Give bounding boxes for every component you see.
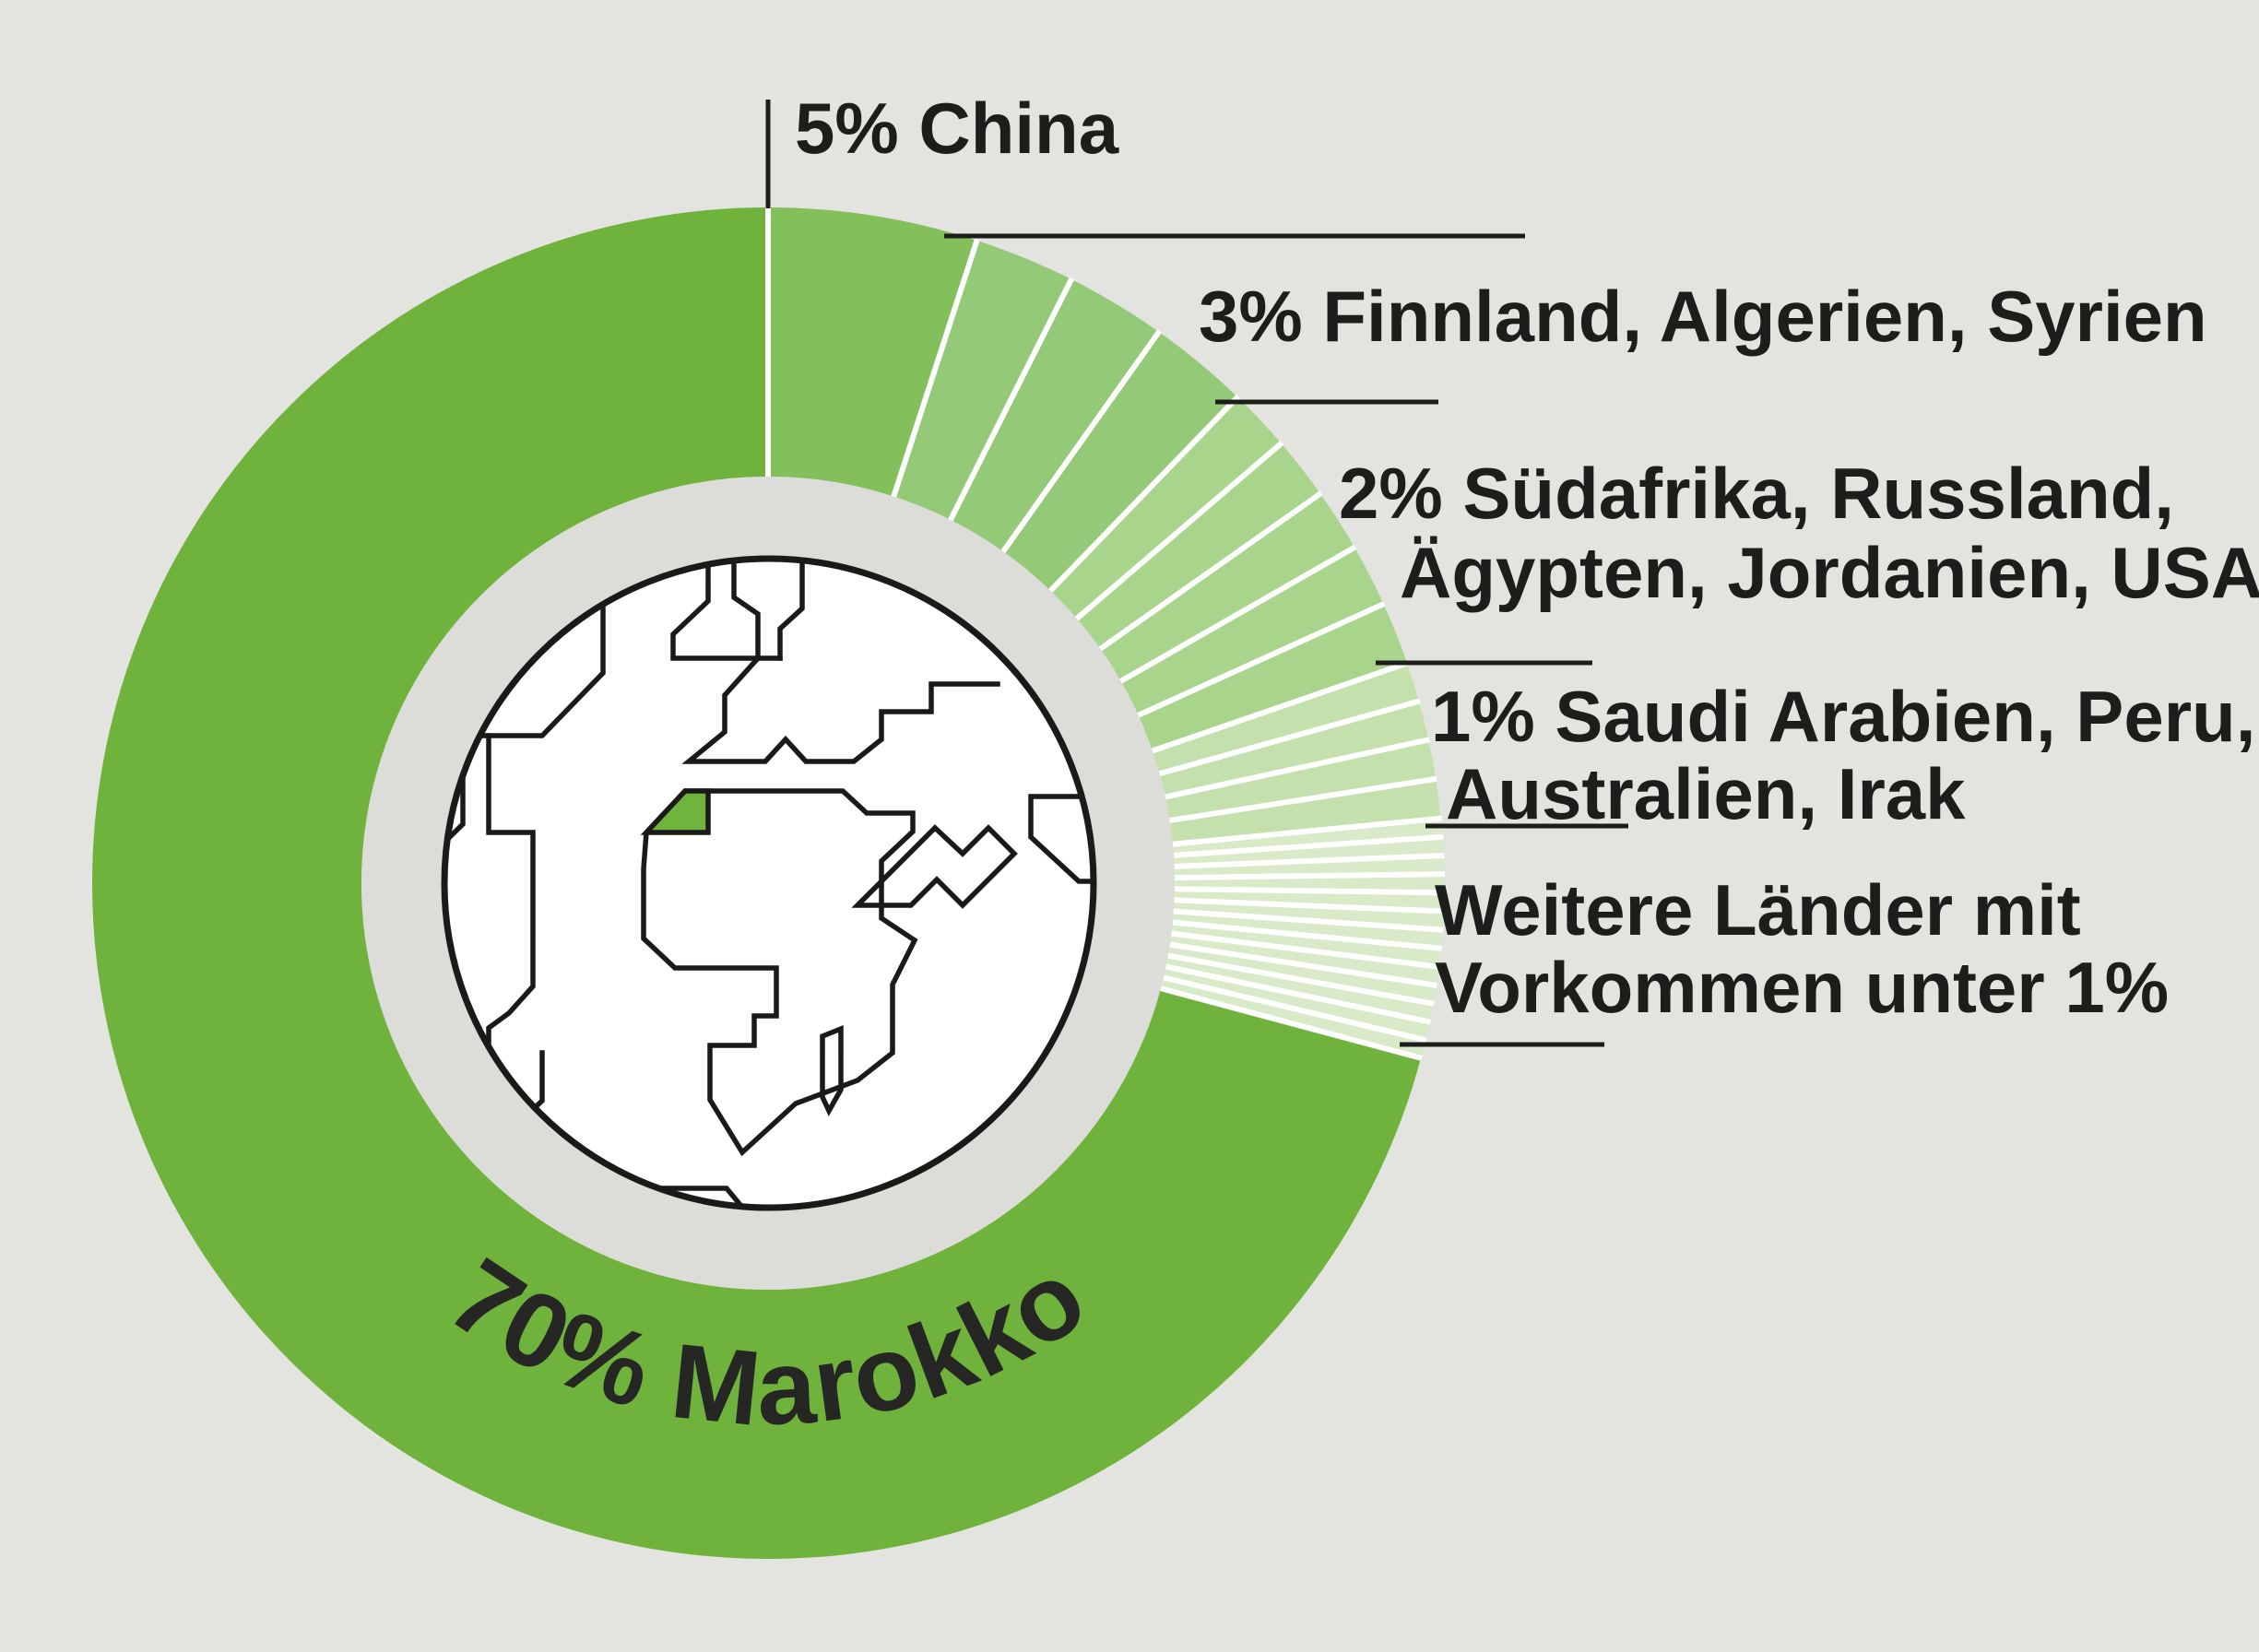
slice-usa <box>1138 604 1408 751</box>
label-1pct-line1: 1% Saudi Arabien, Peru, <box>1431 676 2255 757</box>
slice-algerien <box>950 278 1159 552</box>
slice-marokko <box>91 207 1422 1560</box>
slice-china <box>768 207 977 497</box>
slice-weitere-länder-mit-vorkommen-unter-1%-12 <box>1163 966 1430 1041</box>
slice-divider <box>1164 963 1431 1025</box>
land-asia-fragment <box>1028 794 1094 884</box>
land-arabia-arrow <box>851 824 1018 909</box>
slice-irak <box>1169 778 1441 844</box>
land-baltic-notch <box>731 559 761 661</box>
label-others-line1: Weitere Länder mit <box>1435 869 2081 950</box>
label-2pct-line2: Ägypten, Jordanien, USA <box>1400 532 2259 613</box>
slice-divider <box>1171 908 1444 933</box>
slice-divider <box>1158 985 1423 1061</box>
slice-weitere-länder-mit-vorkommen-unter-1%-2 <box>1173 836 1444 867</box>
slice-divider <box>1047 394 1241 595</box>
slice-weitere-länder-mit-vorkommen-unter-1%-11 <box>1165 955 1434 1022</box>
slice-divider <box>1163 737 1430 800</box>
slice-finnland <box>893 240 1071 520</box>
land-americas <box>444 733 536 1152</box>
morocco-highlight <box>640 788 711 835</box>
label-2pct-line1: 2% Südafrika, Russland, <box>1339 453 2174 534</box>
slice-divider <box>1169 930 1440 970</box>
slice-divider <box>999 329 1162 555</box>
slice-divider <box>1156 698 1421 777</box>
land-scandinavia-east <box>777 559 805 661</box>
slice-divider <box>1165 952 1435 1007</box>
globe-icon <box>441 555 1097 1211</box>
slice-divider <box>890 238 980 500</box>
slice-dividers <box>765 206 1445 1061</box>
land-africa <box>641 788 918 1157</box>
slice-divider <box>1167 941 1438 988</box>
donut-slices <box>91 207 1444 1560</box>
slice-weitere-länder-mit-vorkommen-unter-1%-10 <box>1167 944 1437 1004</box>
slice-divider <box>1171 833 1444 858</box>
slice-weitere-länder-mit-vorkommen-unter-1%-6 <box>1173 900 1444 930</box>
land-greenland-coast <box>486 565 606 738</box>
slice-divider <box>1172 852 1445 870</box>
land-madagascar <box>820 1024 844 1117</box>
slice-divider <box>1161 974 1427 1044</box>
slice-jordanien <box>1120 547 1384 715</box>
slice-peru <box>1159 701 1429 797</box>
slice-divider <box>1172 897 1445 914</box>
slice-syrien <box>1003 332 1238 591</box>
label-3pct: 3% Finnland, Algerien, Syrien <box>1199 276 2207 357</box>
slice-divider <box>1073 441 1284 622</box>
slice-divider <box>1170 815 1442 847</box>
slice-weitere-länder-mit-vorkommen-unter-1%-13 <box>1160 977 1425 1058</box>
slice-weitere-länder-mit-vorkommen-unter-1%-8 <box>1171 922 1441 967</box>
label-1pct-line2: Australien, Irak <box>1446 753 1966 834</box>
slice-weitere-länder-mit-vorkommen-unter-1%-1 <box>1172 818 1443 856</box>
label-others-line2: Vorkommen unter 1% <box>1435 947 2169 1028</box>
slice-weitere-länder-mit-vorkommen-unter-1%-9 <box>1169 933 1439 985</box>
slice-divider <box>1096 490 1323 653</box>
slice-weitere-länder-mit-vorkommen-unter-1%-7 <box>1172 911 1443 949</box>
slice-divider <box>1172 871 1445 881</box>
slice-divider <box>1150 660 1409 754</box>
slice-saudi-arabien <box>1152 663 1419 774</box>
slice-divider <box>1135 601 1386 719</box>
slice-südafrika <box>1050 396 1282 620</box>
slice-divider <box>1172 886 1445 896</box>
land-scandinavia-west <box>670 559 783 661</box>
slice-weitere-länder-mit-vorkommen-unter-1%-3 <box>1174 855 1444 879</box>
slice-russland <box>1076 442 1320 649</box>
slice-divider <box>947 277 1075 524</box>
land-europe <box>681 655 1000 764</box>
slice-divider <box>1167 775 1437 824</box>
slice-australien <box>1165 739 1437 820</box>
label-china: 5% China <box>795 88 1119 169</box>
slice-divider <box>1170 919 1442 951</box>
slice-divider <box>1118 544 1357 685</box>
slice-ägypten <box>1100 493 1355 681</box>
